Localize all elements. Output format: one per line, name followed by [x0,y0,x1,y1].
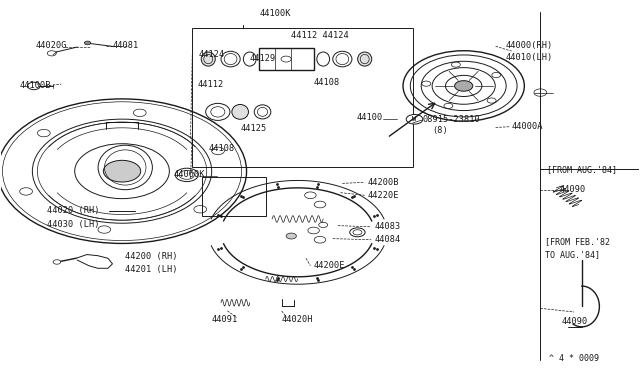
Ellipse shape [317,52,330,66]
Text: 44125: 44125 [240,124,266,133]
Text: 44020G: 44020G [36,41,67,50]
Text: 44129: 44129 [250,54,276,62]
Ellipse shape [243,52,256,66]
Text: 44124: 44124 [198,50,225,59]
Text: 44060K: 44060K [173,170,205,179]
Circle shape [28,82,40,90]
Text: 44090: 44090 [561,317,588,326]
Circle shape [406,115,423,124]
Text: 44091: 44091 [211,315,237,324]
Bar [192,29,413,167]
Text: 44220E: 44220E [368,191,399,200]
Ellipse shape [205,103,230,121]
Circle shape [286,233,296,239]
Circle shape [84,41,91,45]
Text: TO AUG.'84]: TO AUG.'84] [545,250,600,259]
Text: 44090: 44090 [559,185,586,194]
Ellipse shape [232,105,248,119]
Text: 44112: 44112 [197,80,223,89]
Text: 44200E: 44200E [314,261,345,270]
Circle shape [454,81,473,91]
Text: W: W [412,116,417,122]
Ellipse shape [333,51,352,67]
Circle shape [47,51,56,56]
Text: 44100K: 44100K [259,9,291,18]
Text: 44081: 44081 [113,41,139,50]
Text: 44020 (RH): 44020 (RH) [47,206,100,215]
Text: 08915-23810: 08915-23810 [422,115,480,124]
Ellipse shape [221,51,240,67]
Text: 44112 44124: 44112 44124 [291,31,349,41]
Text: 44201 (LH): 44201 (LH) [125,265,178,274]
Text: [FROM FEB.'82: [FROM FEB.'82 [545,237,610,246]
Text: 44000A: 44000A [511,122,543,131]
Text: 44100B: 44100B [20,81,51,90]
Text: 44200B: 44200B [368,178,399,187]
Ellipse shape [358,52,372,66]
Ellipse shape [201,52,215,66]
Text: [FROM AUG.'84]: [FROM AUG.'84] [547,165,617,174]
Text: (8): (8) [432,126,447,135]
Text: 44010(LH): 44010(LH) [505,52,552,61]
Text: ^ 4 * 0009: ^ 4 * 0009 [548,354,598,363]
Text: 44108: 44108 [208,144,234,153]
Bar [202,177,266,216]
Text: 44030 (LH): 44030 (LH) [47,221,100,230]
Text: 44108: 44108 [314,78,340,87]
Text: 44200 (RH): 44200 (RH) [125,252,178,261]
Text: 44084: 44084 [374,235,401,244]
Text: 44000(RH): 44000(RH) [505,41,552,50]
Text: 44083: 44083 [374,222,401,231]
Bar [259,48,314,70]
Text: 44100: 44100 [357,113,383,122]
Circle shape [53,260,61,264]
Circle shape [103,160,141,182]
Ellipse shape [254,105,271,119]
Circle shape [534,89,547,96]
Text: 44020H: 44020H [282,315,313,324]
